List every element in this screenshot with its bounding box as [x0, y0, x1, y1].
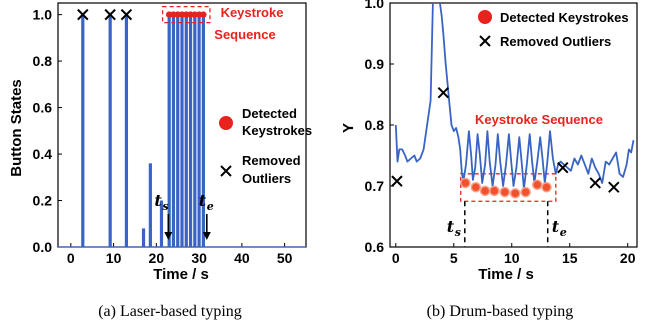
panel-b-te-label-sub: e: [560, 226, 567, 239]
panel-b-keystroke-dot: [460, 177, 471, 189]
panel-a-spike: [167, 14, 171, 247]
panel-a-spike: [124, 14, 129, 247]
panel-a-ts-arrow-head: [164, 232, 173, 240]
panel-a-ytick-label: 0.4: [33, 146, 53, 162]
panel-a-xlabel: Time / s: [153, 266, 209, 283]
panel-b-te-label: t: [552, 217, 560, 236]
panel-b-keystroke-dot: [541, 181, 552, 193]
panel-b-ytick-label: 0.8: [365, 117, 385, 133]
panel-b-caption: (b) Drum-based typing: [427, 303, 574, 320]
panel-a-legend-outlier-marker: [220, 165, 232, 177]
panel-a-spike: [193, 14, 197, 247]
panel-a-spike: [108, 14, 112, 247]
panel-a-spike: [176, 14, 180, 247]
panel-a-spike: [171, 14, 176, 247]
chart-marks: 0.00.20.40.60.81.00 10 20 30 40 50t s t e0.60.70…: [33, 0, 638, 266]
panel-a-outlier-mark: [104, 8, 116, 21]
panel-b-ytick-label: 0.6: [365, 239, 385, 255]
panel-a-xtick-label: 50: [277, 250, 293, 266]
panel-a-spike: [197, 14, 201, 247]
panel-b-keystroke-dot: [489, 185, 500, 197]
panel-a-ylabel: Button States: [8, 79, 25, 177]
panel-a-ytick-label: 0.2: [33, 193, 53, 209]
panel-b-keystroke-dot: [520, 186, 531, 198]
panel-b-keystroke-dot: [479, 185, 491, 197]
panel-b-sequence-label: Keystroke Sequence: [475, 112, 603, 127]
panel-a-ytick-label: 0.6: [33, 100, 53, 116]
panel-a-spike: [159, 200, 164, 247]
panel-b-xlabel: Time / s: [478, 266, 534, 283]
panel-a-te-arrow-head: [202, 232, 211, 240]
panel-a-keystroke-dot: [200, 11, 207, 18]
panel-a-te-label-sub: e: [207, 200, 214, 213]
panel-b-outlier-mark: [391, 175, 403, 187]
panel-a-ts-label-sub: s: [162, 200, 168, 213]
panel-b-legend-outliers: Removed Outliers: [500, 34, 611, 49]
panel-a-spike: [148, 163, 152, 247]
panel-a-te-label: t: [199, 191, 207, 210]
panel-a-sequence-label-1: Keystroke: [221, 5, 284, 20]
panel-b-outlier-mark: [557, 161, 569, 174]
panel-b-xtick-label: 15: [562, 250, 578, 266]
panel-a-outlier-mark: [77, 8, 89, 21]
panel-a-legend-outliers-line1: Removed: [242, 153, 301, 168]
panel-a-spike: [141, 228, 146, 247]
panel-a-spike: [201, 14, 205, 247]
panel-b-ytick-label: 0.9: [365, 56, 385, 72]
panel-b-ts-label-sub: s: [455, 226, 461, 239]
panel-a-legend-keystrokes-line1: Detected: [242, 106, 297, 121]
panel-a-caption: (a) Laser-based typing: [98, 303, 242, 320]
panel-a-spike: [81, 14, 85, 247]
panel-a-ts-label: t: [154, 191, 162, 210]
panel-a-spike: [184, 14, 188, 247]
panel-a-outlier-mark: [120, 8, 133, 21]
panel-a-xtick-label: 30: [191, 250, 207, 266]
panel-a-legend-keystrokes-line2: Keystrokes: [242, 123, 312, 138]
panel-b-ytick-label: 1.0: [365, 0, 385, 11]
panel-a-ytick-label: 1.0: [33, 7, 53, 23]
panel-b-sequence-box: [460, 173, 557, 202]
panel-b-series-line: [394, 3, 635, 191]
panel-b-outlier-mark: [589, 177, 601, 189]
panel-a-sequence-box: [161, 5, 211, 24]
panel-b-ts-label: t: [447, 217, 455, 236]
panel-a-ytick-label: 0.0: [33, 239, 53, 255]
panel-b-outlier-mark: [608, 181, 620, 193]
panel-b-xtick-label: 10: [504, 250, 520, 266]
panel-a-spike: [188, 14, 193, 247]
panel-b-legend-outlier-marker: [479, 35, 491, 47]
panel-a-spike: [180, 14, 184, 247]
panel-b-legend-keystroke-marker: [478, 10, 492, 24]
panel-b-keystroke-dot: [532, 179, 543, 191]
panel-b-keystroke-dot: [499, 186, 511, 198]
panel-a-ytick-label: 0.8: [33, 53, 53, 69]
panel-a-xtick-label: 40: [234, 250, 250, 266]
panel-b-xtick-label: 0: [392, 250, 400, 266]
panel-a-legend-keystroke-marker: [219, 116, 233, 130]
panel-b-ylabel: Y: [340, 123, 357, 133]
panel-a-xtick-label: 0: [67, 250, 75, 266]
panel-b-outlier-mark: [437, 86, 450, 99]
panel-b-keystroke-dot: [470, 181, 482, 193]
panel-a-xtick-label: 10: [106, 250, 122, 266]
panel-b-ytick-label: 0.7: [365, 178, 385, 194]
panel-b-xtick-label: 5: [450, 250, 458, 266]
panel-a-legend-outliers-line2: Outliers: [242, 171, 291, 186]
panel-b-legend-keystrokes: Detected Keystrokes: [500, 10, 629, 25]
panel-a-sequence-label-2: Sequence: [214, 27, 275, 42]
panel-b-xtick-label: 20: [620, 250, 636, 266]
panel-b-keystroke-dot: [509, 188, 521, 199]
panel-a-xtick-label: 20: [149, 250, 165, 266]
